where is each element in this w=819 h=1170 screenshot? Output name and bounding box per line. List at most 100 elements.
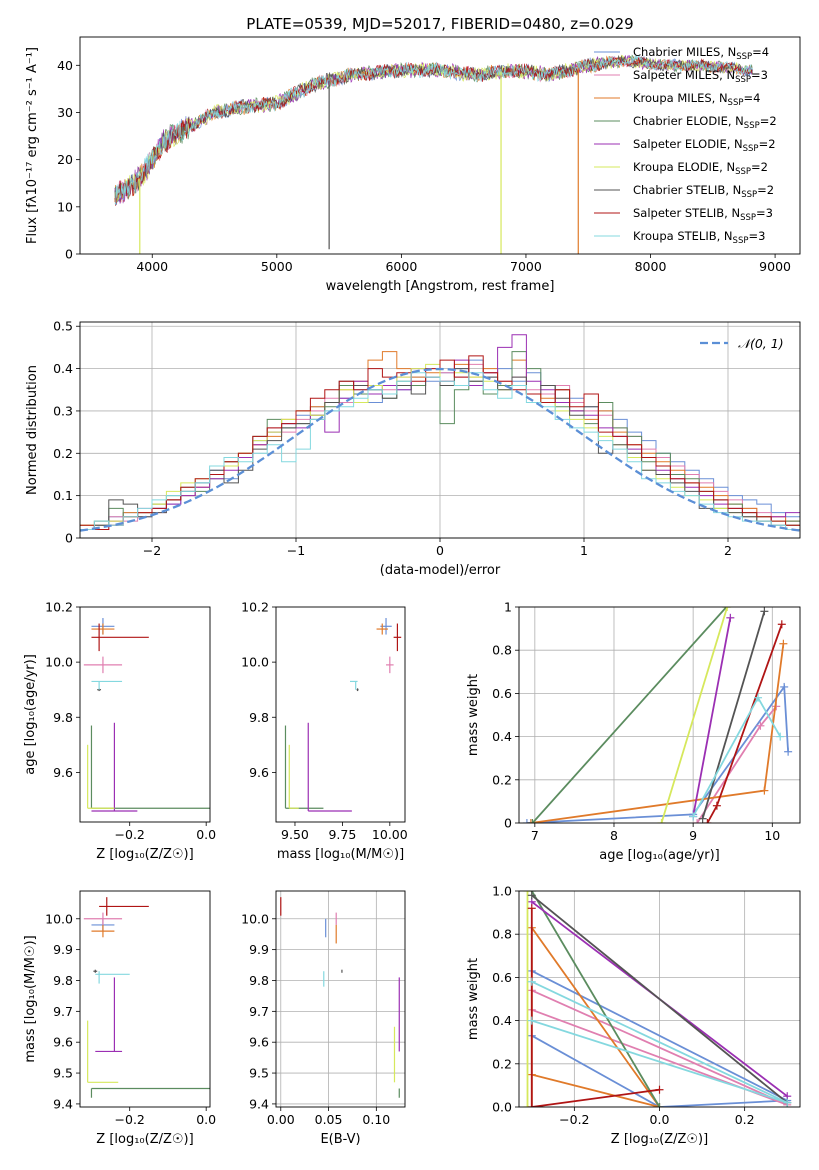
legend-sub: SSP — [744, 121, 760, 131]
legend-name: Salpeter MILES, N — [633, 68, 735, 82]
y-axis-label: mass weight — [466, 674, 481, 756]
y-tick-label: 0.8 — [492, 643, 512, 658]
legend-entry: Kroupa MILES, NSSP=4 — [633, 91, 760, 108]
legend-name: Kroupa MILES, N — [633, 91, 728, 105]
x-tick-label: −0.2 — [115, 1112, 145, 1127]
legend-suffix: =2 — [757, 183, 774, 197]
legend-sub: SSP — [733, 236, 749, 246]
x-tick-label: 0.0 — [196, 1112, 216, 1127]
legend-entry: Chabrier ELODIE, NSSP=2 — [633, 114, 777, 131]
mass-weight-line — [530, 643, 785, 823]
y-tick-label: 9.6 — [249, 1035, 269, 1050]
legend-suffix: =2 — [760, 114, 777, 128]
mass-weight-line — [701, 611, 766, 819]
axes-residual_hist: −2 −1 0 1 2 0 0.1 0.2 0.3 0.4 0.5 (data-model)/erro… — [25, 319, 801, 578]
y-axis-label: Normed distribution — [25, 365, 40, 495]
legend-suffix: =2 — [759, 137, 776, 151]
spectrum-line — [114, 56, 753, 206]
x-tick-label: 8000 — [635, 259, 667, 274]
axes-mass_vs_ebv: 0.00 0.05 0.10 9.4 9.5 9.6 9.7 9.8 9.9 10.0 E(B-V) — [241, 890, 406, 1147]
x-tick-label: 10.00 — [372, 827, 408, 842]
legend-name: Kroupa STELIB, N — [633, 229, 733, 243]
x-tick-label: −0.2 — [559, 1112, 589, 1127]
x-tick-label: 0.00 — [267, 1112, 295, 1127]
spectrum-line — [114, 55, 753, 205]
y-tick-label: 0.6 — [492, 686, 512, 701]
plot-area-spectrum — [114, 54, 753, 254]
y-tick-label: 9.6 — [53, 765, 73, 780]
y-tick-label: 9.8 — [249, 973, 269, 988]
legend-sub: SSP — [740, 213, 756, 223]
plot-area-mass_vs_Z — [83, 897, 210, 1098]
legend-entry: Kroupa ELODIE, NSSP=2 — [633, 160, 768, 177]
axes-mass_weight_vs_Z: −0.2 0.0 0.2 0.0 0.2 0.4 0.6 0.8 1.0 Z [log₁₀(Z/Z… — [466, 884, 801, 1147]
legend-sub: SSP — [728, 98, 744, 108]
mass-weight-line — [531, 607, 728, 823]
mass-weight-line — [531, 891, 661, 1107]
plot-area-age_vs_Z — [83, 618, 210, 812]
x-axis-label: Z [log₁₀(Z/Z☉)] — [96, 847, 193, 862]
y-tick-label: 9.9 — [249, 942, 269, 957]
y-tick-label: 9.5 — [249, 1066, 269, 1081]
axes-frame — [79, 36, 801, 255]
y-tick-label: 9.6 — [249, 765, 269, 780]
y-tick-label: 0.4 — [53, 361, 73, 376]
y-tick-label: 0.0 — [492, 1100, 512, 1115]
y-tick-label: 0.4 — [492, 729, 512, 744]
legend-suffix: =3 — [751, 68, 768, 82]
mass-weight-line — [531, 970, 791, 1107]
y-tick-label: 9.5 — [53, 1066, 73, 1081]
x-tick-label: 8 — [610, 828, 618, 843]
legend-suffix: =4 — [752, 45, 769, 59]
histogram-step — [80, 372, 800, 530]
x-tick-label: 5000 — [261, 259, 293, 274]
legend-entry: Chabrier MILES, NSSP=4 — [633, 45, 769, 62]
plot-area-mass_vs_ebv — [280, 897, 400, 1098]
y-tick-label: 20 — [57, 152, 73, 167]
y-tick-label: 0 — [65, 531, 73, 546]
legend-entry: Salpeter MILES, NSSP=3 — [633, 68, 768, 85]
figure-title: PLATE=0539, MJD=52017, FIBERID=0480, z=0… — [246, 15, 633, 33]
panels: 4000 5000 6000 7000 8000 9000010203040wavelen… — [23, 36, 801, 1147]
x-tick-label: 0.05 — [315, 1112, 343, 1127]
y-tick-label: 40 — [57, 58, 73, 73]
plot-area-age_vs_mass — [284, 618, 402, 812]
x-tick-label: −1 — [287, 543, 305, 558]
y-tick-label: 1.0 — [492, 884, 512, 899]
legend-name: Salpeter STELIB, N — [633, 206, 740, 220]
y-tick-label: 10.0 — [241, 911, 269, 926]
legend-name: Chabrier STELIB, N — [633, 183, 741, 197]
legend-name: Chabrier ELODIE, N — [633, 114, 744, 128]
axes-frame — [79, 890, 211, 1108]
x-tick-label: 0.0 — [650, 1112, 670, 1127]
x-tick-label: 10 — [764, 828, 780, 843]
axes-spectrum: 4000 5000 6000 7000 8000 9000 0 10 20 30 40 wavelen… — [25, 36, 801, 294]
x-tick-label: 4000 — [136, 259, 168, 274]
legend-suffix: =3 — [748, 229, 765, 243]
mass-weight-line — [526, 684, 789, 823]
x-tick-label: −0.2 — [115, 827, 145, 842]
x-tick-label: 0.10 — [362, 1112, 390, 1127]
y-tick-label: 0.2 — [53, 446, 73, 461]
y-tick-label: 0 — [65, 247, 73, 262]
y-tick-label: 30 — [57, 105, 73, 120]
legend-sub: SSP — [736, 52, 752, 62]
plot-area-mass_weight_vs_age — [522, 607, 793, 823]
axes-frame — [79, 606, 211, 823]
axes-mass_vs_Z: −0.2 0.0 9.4 9.5 9.6 9.7 9.8 9.9 10.0 Z [log₁₀(Z/… — [23, 890, 216, 1147]
x-axis-label: (data-model)/error — [380, 563, 501, 578]
axes-age_vs_mass: 9.50 9.75 10.00 9.6 9.8 10.0 10.2 mass [log₁₀(M… — [241, 600, 408, 863]
x-tick-label: 6000 — [385, 259, 417, 274]
y-tick-label: 10.0 — [241, 655, 269, 670]
y-tick-label: 9.8 — [53, 710, 73, 725]
y-tick-label: 0.1 — [53, 488, 73, 503]
axes-frame — [275, 890, 406, 1108]
x-axis-label: E(B-V) — [320, 1132, 360, 1147]
mass-weight-line — [531, 894, 788, 1104]
legend-suffix: =3 — [756, 206, 773, 220]
legend-entry: Salpeter ELODIE, NSSP=2 — [633, 137, 776, 154]
legend-name: Chabrier MILES, N — [633, 45, 736, 59]
x-tick-label: 7000 — [510, 259, 542, 274]
y-tick-label: 9.7 — [249, 1004, 269, 1019]
